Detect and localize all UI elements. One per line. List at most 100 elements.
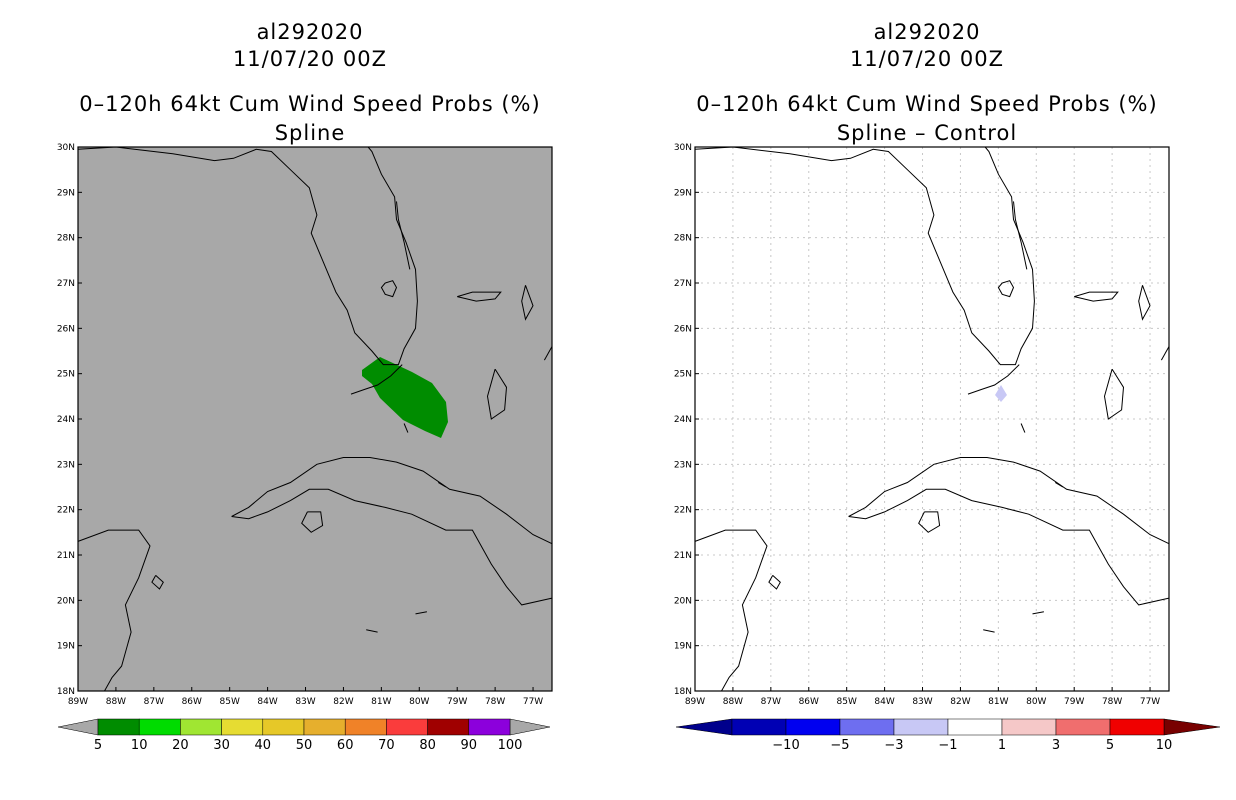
colorbar-label: −1 (938, 738, 957, 753)
lon-tick-label: 80W (409, 697, 429, 707)
right-storm-id: al292020 (873, 20, 981, 44)
coastline-segment (231, 457, 553, 545)
lat-tick-label: 18N (57, 687, 75, 697)
colorbar-swatch (1001, 718, 1057, 736)
colorbar-swatch (97, 718, 140, 736)
lat-tick-label: 30N (674, 143, 692, 153)
lat-tick-label: 30N (57, 143, 75, 153)
coastline-segment (543, 346, 553, 361)
colorbar-label: 30 (213, 738, 230, 753)
left-product-title: 0–120h 64kt Cum Wind Speed Probs (%) (79, 92, 541, 116)
lon-tick-label: 78W (1102, 697, 1122, 707)
left-colorbar: 5 10 20 30 40 50 60 70 80 90 100 (57, 718, 551, 753)
colorbar-swatch (839, 718, 895, 736)
lon-tick-label: 84W (874, 697, 894, 707)
coastline-segment (301, 511, 324, 533)
lon-tick-label: 83W (912, 697, 932, 707)
colorbar-label: −5 (830, 738, 849, 753)
colorbar-swatch (947, 718, 1003, 736)
left-features (362, 357, 448, 438)
colorbar-swatch (1109, 718, 1165, 736)
colorbar-label: 5 (94, 738, 102, 753)
lat-tick-label: 29N (57, 188, 75, 198)
coastline-segment (77, 146, 418, 366)
coastline-segment (1054, 482, 1064, 488)
lat-tick-label: 22N (57, 506, 75, 516)
colorbar-label: 100 (498, 738, 523, 753)
left-coastlines (77, 146, 553, 692)
left-subtitle: Spline (274, 121, 346, 145)
left-datetime: 11/07/20 00Z (232, 47, 388, 71)
colorbar-swatch (731, 718, 787, 736)
probability-swath-10-20 (362, 357, 448, 438)
colorbar-label: 60 (337, 738, 354, 753)
colorbar-swatch (427, 718, 470, 736)
lon-tick-label: 79W (1064, 697, 1084, 707)
coastline-segment (1160, 346, 1170, 361)
coastline-segment (396, 201, 411, 270)
coastline-segment (1138, 285, 1151, 321)
lon-tick-label: 78W (485, 697, 505, 707)
coastline-segment (77, 529, 151, 692)
lat-tick-label: 19N (674, 642, 692, 652)
lon-tick-label: 86W (799, 697, 819, 707)
coastline-segment (997, 280, 1015, 298)
coastline-segment (380, 280, 398, 298)
coastline-segment (1013, 201, 1028, 270)
coastline-segment (457, 291, 502, 302)
lon-tick-label: 88W (723, 697, 743, 707)
lon-tick-label: 83W (295, 697, 315, 707)
colorbar-label: 1 (998, 738, 1006, 753)
lon-tick-label: 82W (950, 697, 970, 707)
colorbar-label: 3 (1052, 738, 1060, 753)
coastline-segment (521, 285, 534, 321)
colorbar-arrow-right (1163, 718, 1221, 736)
lat-tick-label: 24N (57, 415, 75, 425)
lat-tick-label: 22N (674, 506, 692, 516)
colorbar-swatch (893, 718, 949, 736)
coastline-segment (768, 575, 781, 590)
colorbar-label: 20 (172, 738, 189, 753)
coastline-segment (1103, 368, 1125, 420)
coastline-segment (231, 488, 553, 606)
colorbar-label: 70 (378, 738, 395, 753)
lat-tick-label: 20N (57, 596, 75, 606)
coastline-segment (1020, 423, 1026, 433)
lon-tick-label: 77W (1140, 697, 1160, 707)
lon-tick-label: 87W (144, 697, 164, 707)
left-map-background (78, 147, 552, 691)
lon-tick-label: 80W (1026, 697, 1046, 707)
colorbar-label: −3 (884, 738, 903, 753)
left-axis-ticks: 89W 88W 87W 86W 85W 84W 83W 82W 81W 80W 79W 78W 77W 1… (57, 143, 543, 707)
colorbar-label: 90 (461, 738, 478, 753)
right-datetime: 11/07/20 00Z (849, 47, 1005, 71)
lon-tick-label: 87W (761, 697, 781, 707)
coastline-segment (848, 457, 1170, 545)
colorbar-label: 80 (419, 738, 436, 753)
coastline-segment (403, 423, 409, 433)
coastline-segment (1032, 611, 1044, 615)
lon-tick-label: 82W (333, 697, 353, 707)
left-map: 89W 88W 87W 86W 85W 84W 83W 82W 81W 80W 79W 78W 77W 1… (57, 143, 553, 707)
colorbar-label: 10 (1156, 738, 1173, 753)
colorbar-swatch (138, 718, 181, 736)
coastline-segment (983, 629, 995, 633)
coastline-segment (415, 611, 427, 615)
coastline-segment (918, 511, 941, 533)
colorbar-swatch (1055, 718, 1111, 736)
colorbar-swatch (386, 718, 428, 736)
colorbar-swatch (180, 718, 222, 736)
lat-tick-label: 27N (57, 279, 75, 289)
colorbar-swatch (262, 718, 305, 736)
colorbar-arrow-left (57, 718, 99, 736)
colorbar-swatch (468, 718, 511, 736)
lat-tick-label: 26N (57, 324, 75, 334)
colorbar-label: 40 (255, 738, 272, 753)
lon-tick-label: 89W (68, 697, 88, 707)
coastline-segment (366, 629, 378, 633)
coastline-segment (350, 364, 403, 395)
lon-tick-label: 81W (371, 697, 391, 707)
lat-tick-label: 26N (674, 324, 692, 334)
lat-tick-label: 18N (674, 687, 692, 697)
